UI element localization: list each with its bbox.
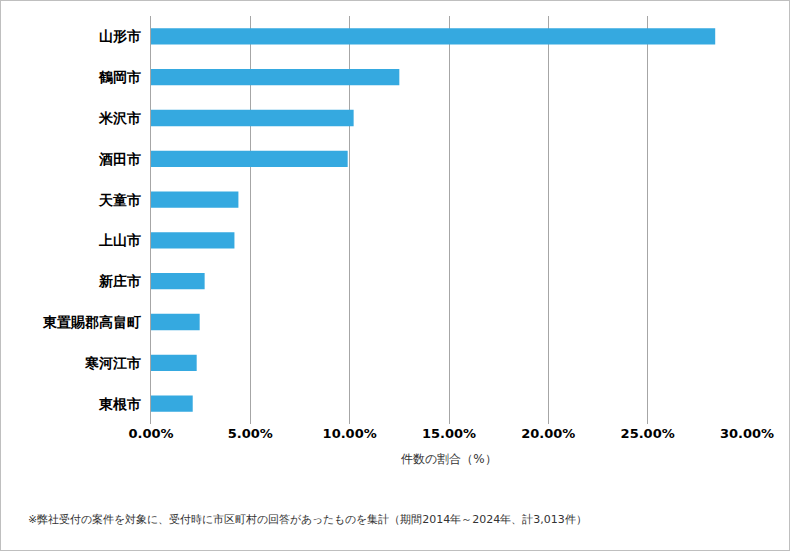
svg-text:10.00%: 10.00%: [323, 426, 377, 441]
svg-text:0.00%: 0.00%: [128, 426, 173, 441]
svg-text:5.00%: 5.00%: [228, 426, 273, 441]
svg-text:25.00%: 25.00%: [621, 426, 675, 441]
svg-text:新庄市: 新庄市: [98, 273, 141, 289]
svg-text:東根市: 東根市: [98, 396, 141, 412]
svg-text:酒田市: 酒田市: [98, 151, 141, 167]
svg-text:15.00%: 15.00%: [422, 426, 476, 441]
svg-text:山形市: 山形市: [99, 28, 141, 44]
svg-text:※弊社受付の案件を対象に、受付時に市区町村の回答があったもの: ※弊社受付の案件を対象に、受付時に市区町村の回答があったものを集計（期間2014…: [28, 513, 587, 526]
svg-text:30.00%: 30.00%: [720, 426, 774, 441]
svg-text:鶴岡市: 鶴岡市: [98, 69, 141, 85]
svg-text:天童市: 天童市: [98, 192, 141, 208]
svg-text:寒河江市: 寒河江市: [84, 355, 141, 371]
svg-text:米沢市: 米沢市: [98, 110, 141, 126]
svg-text:件数の割合（%）: 件数の割合（%）: [401, 452, 496, 466]
svg-text:上山市: 上山市: [98, 232, 141, 248]
svg-text:東置賜郡高畠町: 東置賜郡高畠町: [42, 314, 141, 330]
svg-text:20.00%: 20.00%: [521, 426, 575, 441]
